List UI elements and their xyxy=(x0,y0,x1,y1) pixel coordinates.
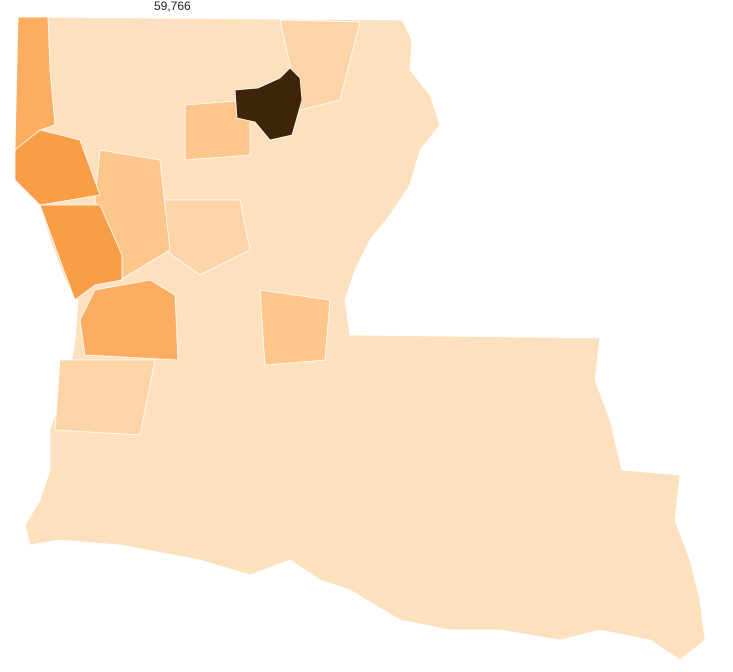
parish-vernon xyxy=(79,279,179,361)
parish-medium xyxy=(54,359,156,436)
parish-medium xyxy=(184,99,251,161)
value-label: 59,766 xyxy=(152,0,193,13)
parish-medium xyxy=(259,289,331,366)
parish-sabine xyxy=(39,204,123,301)
parish-desoto xyxy=(14,129,101,206)
parish-max xyxy=(234,67,303,141)
